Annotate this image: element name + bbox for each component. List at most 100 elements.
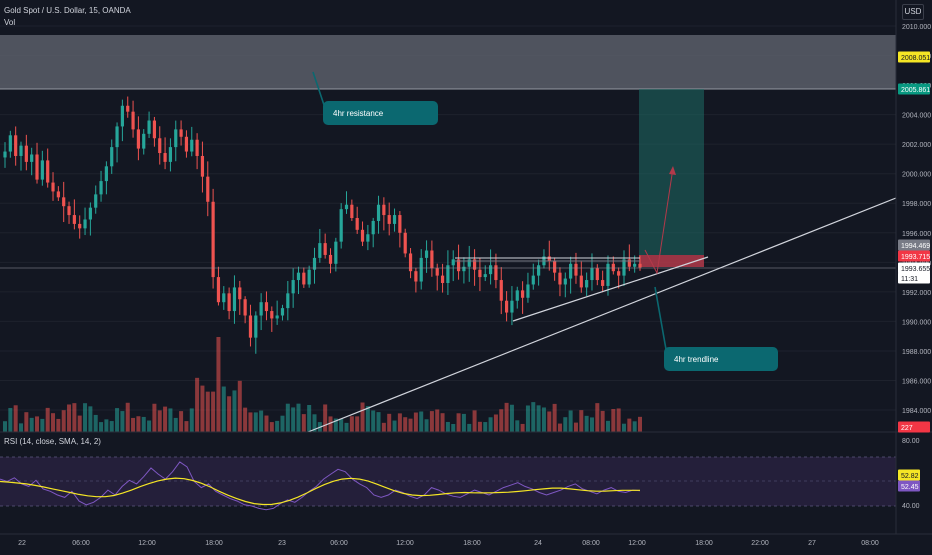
candle-body	[264, 302, 269, 312]
volume-bar	[371, 410, 376, 432]
candle-body	[590, 268, 594, 281]
candle-body	[99, 181, 103, 195]
volume-bar	[40, 418, 45, 432]
candle-body	[430, 250, 434, 269]
time-tick-label: 27	[808, 540, 816, 547]
candle-body	[174, 129, 178, 148]
candle-body	[440, 275, 445, 283]
candle-body	[291, 280, 295, 294]
candle-body	[78, 223, 82, 229]
volume-bar	[584, 415, 589, 432]
time-tick-label: 23	[278, 540, 286, 547]
resistance-callout[interactable]: 4hr resistance	[323, 101, 438, 125]
candle-body	[131, 111, 135, 130]
candle-body	[419, 257, 423, 282]
volume-indicator-label[interactable]: Vol	[4, 18, 16, 27]
candle-body	[339, 209, 343, 242]
stop-price-badge: 1993.715	[901, 254, 930, 261]
projection-arrow[interactable]	[644, 167, 674, 275]
resistance-zone[interactable]	[0, 35, 896, 89]
candle-body	[360, 229, 365, 242]
volume-bars	[3, 337, 642, 432]
candle-body	[270, 311, 274, 319]
candle-body	[350, 204, 354, 219]
volume-bar	[504, 402, 509, 432]
volume-bar	[387, 413, 392, 432]
candle-body	[424, 250, 429, 258]
volume-bar	[45, 407, 50, 432]
volume-bar	[376, 412, 381, 432]
rsi-sma-badge: 52.82	[901, 473, 919, 480]
volume-bar	[360, 402, 365, 432]
rsi-sma-line[interactable]	[0, 477, 640, 506]
candle-body	[376, 204, 381, 221]
volume-bar	[638, 416, 642, 432]
trendline-callout-pointer	[654, 286, 668, 356]
volume-bar	[125, 402, 130, 432]
volume-bar	[563, 417, 568, 432]
candle-body	[275, 315, 279, 319]
candle-body	[147, 120, 151, 134]
volume-bar	[392, 420, 397, 432]
candle-body	[195, 139, 199, 156]
price-tick-label: 1992.000	[902, 290, 931, 297]
time-axis-ticks[interactable]: 22 06:00 12:00 18:00 23 06:00 12:00 18:00 24 08:0…	[18, 540, 879, 547]
volume-bar	[77, 415, 82, 432]
candle-body	[104, 166, 108, 182]
trendline-4hr[interactable]	[307, 197, 897, 433]
currency-selector[interactable]: USD	[902, 4, 924, 20]
entry-price-badge: 1994.469	[901, 243, 930, 250]
symbol-title[interactable]: Gold Spot / U.S. Dollar, 15, OANDA	[4, 6, 131, 15]
volume-bar	[115, 408, 120, 432]
volume-bar	[365, 406, 370, 432]
volume-bar	[557, 423, 562, 432]
candle-body	[585, 280, 589, 288]
volume-bar	[488, 417, 493, 432]
candle-body	[120, 105, 124, 127]
volume-bar	[472, 410, 477, 432]
candle-body	[222, 293, 226, 303]
projection-arrowhead	[669, 166, 676, 175]
volume-bar	[381, 422, 386, 432]
volume-bar	[333, 418, 338, 432]
stop-price-badge-bg	[898, 250, 930, 262]
volume-bar	[296, 403, 301, 432]
volume-bar	[3, 421, 7, 432]
candle-body	[344, 204, 349, 210]
candle-body	[72, 215, 76, 224]
trendline-callout[interactable]: 4hr trendline	[664, 347, 778, 371]
candle-body	[355, 218, 359, 230]
volume-bar	[275, 420, 280, 432]
rsi-indicator-label[interactable]: RSI (14, close, SMA, 14, 2)	[4, 437, 101, 446]
volume-bar	[627, 418, 632, 432]
candle-body	[638, 263, 642, 268]
candle-body	[611, 263, 615, 272]
volume-bar	[227, 396, 232, 432]
volume-bar	[499, 409, 504, 432]
last-price-badge: 1993.655	[901, 266, 930, 273]
candle-body	[408, 253, 413, 272]
candle-body	[232, 287, 237, 312]
volume-bar	[328, 416, 333, 432]
volume-bar	[547, 411, 552, 432]
volume-bar	[451, 423, 456, 432]
candle-body	[334, 241, 338, 264]
candle-body	[206, 176, 210, 202]
volume-bar	[232, 390, 237, 432]
volume-bar	[589, 417, 594, 432]
candle-body	[521, 290, 525, 298]
trendline-local[interactable]	[512, 256, 709, 322]
volume-bar	[419, 411, 424, 432]
candle-body	[152, 120, 157, 139]
candle-body	[472, 259, 477, 270]
rsi-value-badge-bg	[898, 480, 920, 492]
candle-body	[579, 275, 583, 288]
candle-body	[238, 287, 242, 300]
candlestick-series	[3, 96, 642, 354]
target-price-badge: 2008.051	[901, 55, 930, 62]
volume-bar	[456, 413, 461, 432]
candle-body	[622, 259, 626, 276]
volume-bar	[67, 404, 72, 432]
